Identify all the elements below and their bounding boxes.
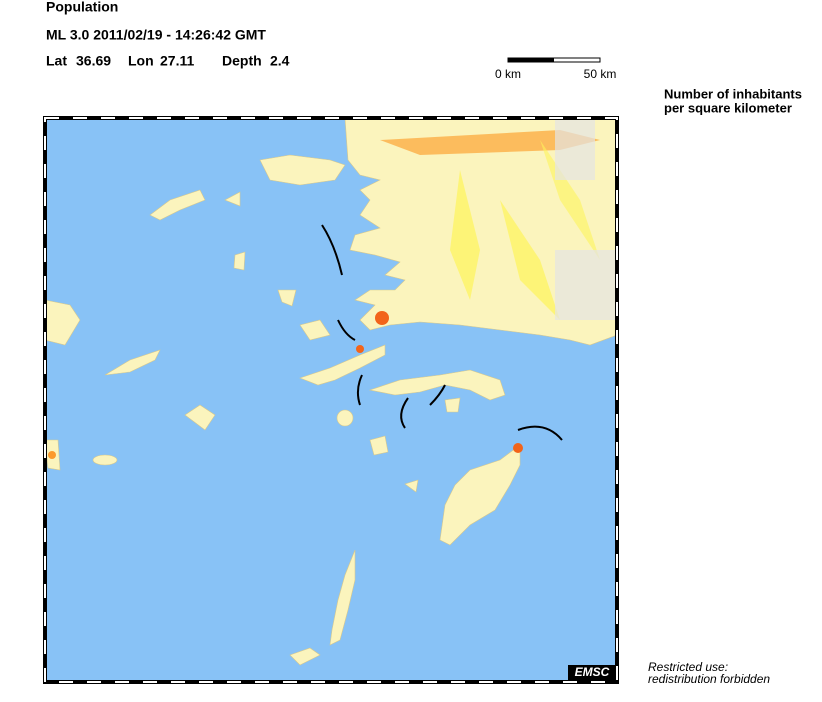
fault [337,319,356,341]
island [299,319,331,341]
fault [400,397,409,429]
island [233,251,246,271]
island [289,647,321,666]
scale-start: 0 km [495,67,521,81]
island [444,397,461,413]
island [224,191,241,207]
notice: redistribution forbidden [648,672,770,686]
lat-label: Lat [46,53,67,69]
notice: Restricted use: [648,660,728,674]
legend: Number of inhabitants per square kilomet… [664,86,802,115]
lat-value: 36.69 [76,53,111,69]
island [104,349,161,376]
island [259,154,346,186]
island [45,299,81,346]
island [369,435,389,456]
scale-end: 50 km [584,67,617,81]
island [329,549,356,646]
fault [517,425,563,441]
dense-area [356,345,364,353]
dense-area [450,170,480,300]
island [439,444,521,546]
peninsula [368,369,506,401]
legend-title: Number of inhabitants [664,86,802,101]
map-frame-dash [44,117,618,683]
dense-area [375,311,389,325]
dense-area [48,451,56,459]
depth-value: 2.4 [270,53,290,69]
fault [429,384,446,406]
scale-bar: 0 km 50 km [495,57,617,81]
title: Population [46,0,118,15]
fault [321,224,343,276]
dense-area [513,443,523,453]
logo-box [568,665,616,681]
island [336,409,354,427]
dense-areas [48,120,615,459]
event-info: ML 3.0 2011/02/19 - 14:26:42 GMT [46,27,266,43]
island [404,479,419,493]
lon-value: 27.11 [160,53,194,69]
depth-label: Depth [222,53,262,69]
island [149,189,206,221]
faults [321,224,563,441]
sparse-area [555,250,615,320]
map-area: EMSC [45,118,617,682]
island [277,289,297,307]
island [299,344,386,386]
legend-title: per square kilometer [664,100,792,115]
island [184,404,216,431]
logo: EMSC [575,665,610,679]
dense-area [500,200,560,320]
sparse-area [555,120,595,180]
fault [356,374,363,406]
scale-bar-segment [508,58,554,62]
lon-label: Lon [128,53,154,69]
island [92,454,118,466]
